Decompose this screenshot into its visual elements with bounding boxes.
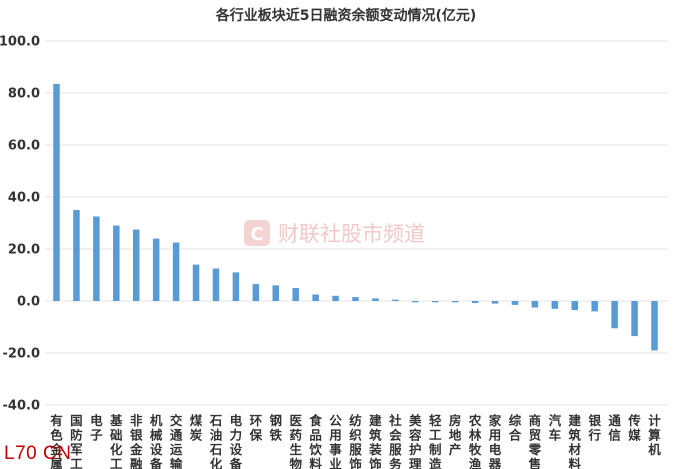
x-tick-label: 农林牧渔 — [468, 413, 482, 469]
bar — [332, 295, 339, 301]
x-tick-label: 医药生物 — [289, 413, 302, 469]
x-tick-label: 银行 — [587, 413, 601, 443]
x-tick-label: 纺织服饰 — [348, 413, 362, 469]
bar — [113, 225, 120, 301]
x-tick-label: 轻工制造 — [429, 413, 442, 469]
bar — [372, 298, 379, 301]
x-tick-label: 建筑材料 — [568, 413, 582, 469]
bar — [551, 301, 559, 309]
watermark-logo-letter: C — [250, 224, 263, 245]
bar — [511, 301, 519, 305]
watermark: C 财联社股市频道 — [244, 220, 425, 246]
x-tick-label: 社会服务 — [388, 413, 402, 469]
corner-label: L70 CN — [4, 443, 72, 464]
bar — [631, 301, 638, 337]
bar — [292, 288, 299, 301]
x-tick-label: 建筑装饰 — [368, 413, 382, 469]
x-tick-label: 机械设备 — [149, 413, 163, 469]
bar — [471, 301, 479, 304]
x-tick-label: 电力设备 — [229, 413, 243, 469]
bar — [53, 83, 60, 302]
bar — [531, 301, 539, 308]
x-tick-label: 电子 — [90, 413, 103, 443]
x-tick-label: 传媒 — [627, 413, 641, 443]
x-tick-label: 家用电器 — [488, 413, 502, 469]
x-tick-label: 美容护理 — [408, 413, 422, 469]
y-axis: 100.0 80.0 60.0 40.0 20.0 0.0 -20.0 -40.0 — [0, 35, 40, 414]
bar — [392, 299, 399, 301]
bar — [73, 210, 80, 301]
x-tick-label: 煤炭 — [190, 413, 203, 443]
y-tick-label: 20.0 — [8, 243, 40, 258]
y-tick-label: 80.0 — [8, 87, 40, 102]
y-tick-label: 0.0 — [17, 295, 40, 310]
bar — [611, 301, 618, 329]
x-tick-label: 基础化工 — [109, 413, 123, 469]
y-tick-label: 100.0 — [0, 35, 40, 50]
x-tick-label: 钢铁 — [270, 413, 283, 443]
bar — [132, 229, 140, 301]
bar — [571, 301, 579, 311]
x-tick-label: 商贸零售 — [528, 413, 542, 469]
x-tick-label: 食品饮料 — [308, 413, 322, 469]
watermark-text: 财联社股市频道 — [278, 222, 425, 246]
x-tick-label: 综合 — [509, 413, 522, 443]
bar — [491, 301, 499, 304]
x-tick-label: 交通运输 — [170, 413, 183, 469]
bar — [312, 294, 319, 301]
bar — [232, 272, 240, 301]
bar — [152, 238, 160, 301]
bar — [431, 301, 439, 303]
chart-title: 各行业板块近5日融资余额变动情况(亿元) — [215, 7, 477, 24]
x-tick-label: 公用事业 — [328, 413, 342, 469]
y-tick-label: 40.0 — [8, 191, 40, 206]
x-tick-label: 房地产 — [449, 413, 462, 457]
x-tick-label: 计算机 — [648, 413, 661, 457]
watermark-logo-icon — [244, 220, 270, 246]
bars — [53, 83, 658, 351]
bar — [412, 301, 419, 303]
bar — [591, 301, 598, 312]
bar — [272, 285, 280, 301]
y-tick-label: -40.0 — [3, 399, 40, 414]
x-tick-label: 汽车 — [549, 413, 562, 443]
bar — [172, 242, 180, 301]
x-tick-label: 国防军工 — [70, 413, 83, 469]
x-tick-label: 非银金融 — [129, 413, 143, 469]
x-axis: 有色金属国防军工电子基础化工非银金融机械设备交通运输煤炭石油石化电力设备环保钢铁… — [49, 413, 661, 469]
x-tick-label: 石油石化 — [209, 413, 223, 469]
bar — [212, 268, 220, 301]
bar — [451, 301, 459, 303]
bar — [93, 216, 100, 301]
y-tick-label: 60.0 — [8, 139, 40, 154]
x-tick-label: 通信 — [608, 413, 621, 443]
bar — [651, 301, 658, 351]
x-tick-label: 有色金属 — [49, 413, 63, 469]
y-tick-label: -20.0 — [3, 347, 40, 362]
x-tick-label: 环保 — [249, 413, 263, 443]
bar — [192, 264, 200, 301]
bar — [252, 284, 260, 301]
bar — [352, 297, 359, 301]
